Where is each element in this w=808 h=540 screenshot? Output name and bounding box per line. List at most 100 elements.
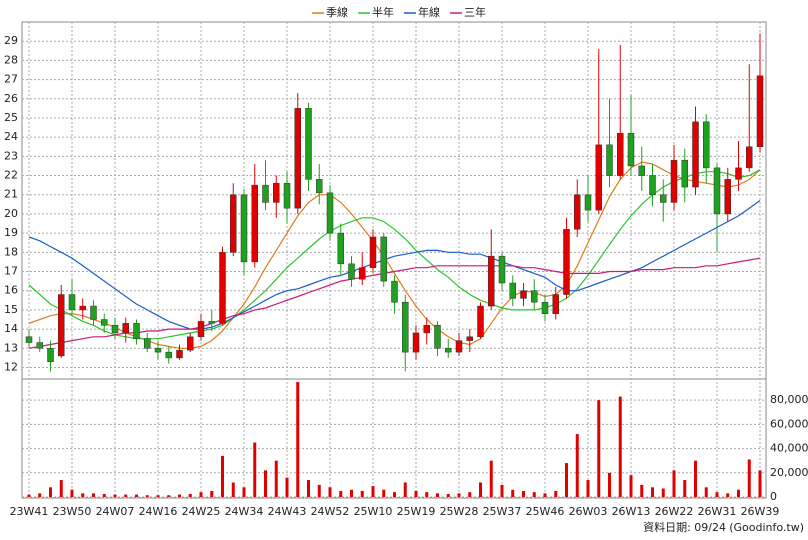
volume-bar	[608, 472, 611, 497]
volume-bar	[210, 490, 214, 497]
volume-bar	[124, 494, 128, 497]
candle-body	[488, 255, 495, 307]
y-tick-label: 24	[4, 130, 18, 143]
volume-bar	[694, 460, 697, 497]
volume-bar	[403, 482, 407, 497]
volume-bar	[414, 490, 418, 497]
candle-body	[219, 252, 226, 324]
x-tick-label: 25W19	[397, 505, 436, 518]
ma-line	[28, 200, 761, 330]
volume-bar	[221, 455, 224, 497]
x-tick-label: 23W41	[10, 505, 49, 518]
volume-bar	[49, 487, 52, 497]
volume-bar	[479, 482, 482, 497]
x-tick-label: 24W34	[225, 505, 264, 518]
candle-body	[756, 75, 764, 148]
x-tick-label: 24W25	[182, 505, 221, 518]
volume-bar	[489, 460, 493, 497]
volume-bar	[92, 493, 95, 497]
y-tick-label: 20	[4, 207, 18, 220]
x-tick-label: 26W31	[698, 505, 737, 518]
volume-bar	[661, 488, 665, 497]
candle-body	[176, 349, 183, 359]
candle-body	[724, 179, 731, 215]
candle-body	[68, 294, 76, 311]
volume-bar	[446, 493, 450, 497]
volume-bar	[554, 490, 558, 497]
volume-bar	[274, 460, 278, 497]
volume-bar	[382, 489, 386, 497]
volume-bar	[532, 492, 536, 497]
volume-bar	[683, 480, 687, 497]
volume-bar	[156, 495, 160, 497]
volume-bar	[640, 484, 644, 497]
candle-body	[79, 305, 86, 311]
volume-bar	[70, 489, 74, 497]
candle-body	[660, 194, 667, 203]
volume-bar	[360, 490, 364, 497]
candle-body	[165, 351, 172, 359]
candle-body	[713, 167, 721, 215]
volume-bar	[575, 434, 579, 497]
volume-bar	[307, 480, 310, 497]
volume-bar	[371, 486, 375, 497]
candle-body	[197, 321, 205, 338]
candle-body	[563, 229, 570, 295]
candle-body	[144, 338, 151, 349]
x-tick-label: 26W39	[741, 505, 780, 518]
candle-body	[187, 336, 194, 351]
volume-bar	[242, 487, 246, 497]
ma-line	[28, 161, 761, 349]
candle-body	[348, 263, 355, 280]
y-tick-label: 17	[4, 265, 18, 278]
candle-body	[574, 194, 581, 230]
volume-bar	[339, 490, 343, 497]
volume-bar	[500, 484, 504, 497]
volume-bar	[285, 477, 289, 497]
candle-body	[305, 108, 312, 180]
y-tick-label: 16	[4, 284, 18, 297]
candle-body	[498, 255, 506, 284]
volume-bar	[758, 470, 762, 497]
volume-bar	[425, 492, 429, 497]
y-tick-label: 13	[4, 341, 18, 354]
candle-body	[90, 305, 97, 320]
candle-body	[445, 348, 452, 353]
candle-body	[359, 267, 366, 280]
candle-body	[283, 182, 291, 209]
volume-tick-label: 0	[770, 490, 777, 503]
volume-bar	[629, 475, 633, 497]
x-tick-label: 25W10	[354, 505, 393, 518]
candle-body	[47, 348, 54, 362]
candle-body	[531, 290, 538, 303]
y-tick-label: 27	[4, 73, 18, 86]
volume-bar	[737, 489, 740, 497]
legend-label: 三年	[464, 5, 486, 19]
candle-body	[402, 301, 409, 353]
volume-bar	[145, 495, 149, 497]
volume-bar	[651, 487, 654, 497]
y-tick-label: 14	[4, 322, 18, 335]
candle-body	[681, 159, 688, 188]
x-tick-label: 25W37	[483, 505, 522, 518]
volume-bar	[747, 459, 751, 497]
ma-line	[28, 257, 761, 349]
candle-body	[692, 121, 699, 188]
legend-label: 季線	[326, 5, 348, 19]
candle-body	[58, 294, 65, 357]
candle-body	[606, 144, 613, 176]
volume-bar	[726, 493, 730, 497]
y-tick-label: 12	[4, 360, 18, 373]
volume-bar	[38, 493, 42, 497]
volume-tick-label: 60,000	[770, 417, 808, 430]
candle-body	[627, 133, 635, 167]
plot-frame	[21, 21, 767, 499]
y-tick-label: 19	[4, 226, 18, 239]
candle-body	[294, 108, 301, 209]
x-tick-label: 26W03	[569, 505, 608, 518]
candle-body	[369, 236, 377, 268]
candle-body	[617, 133, 624, 176]
x-tick-label: 24W52	[311, 505, 350, 518]
candle-body	[251, 184, 258, 263]
